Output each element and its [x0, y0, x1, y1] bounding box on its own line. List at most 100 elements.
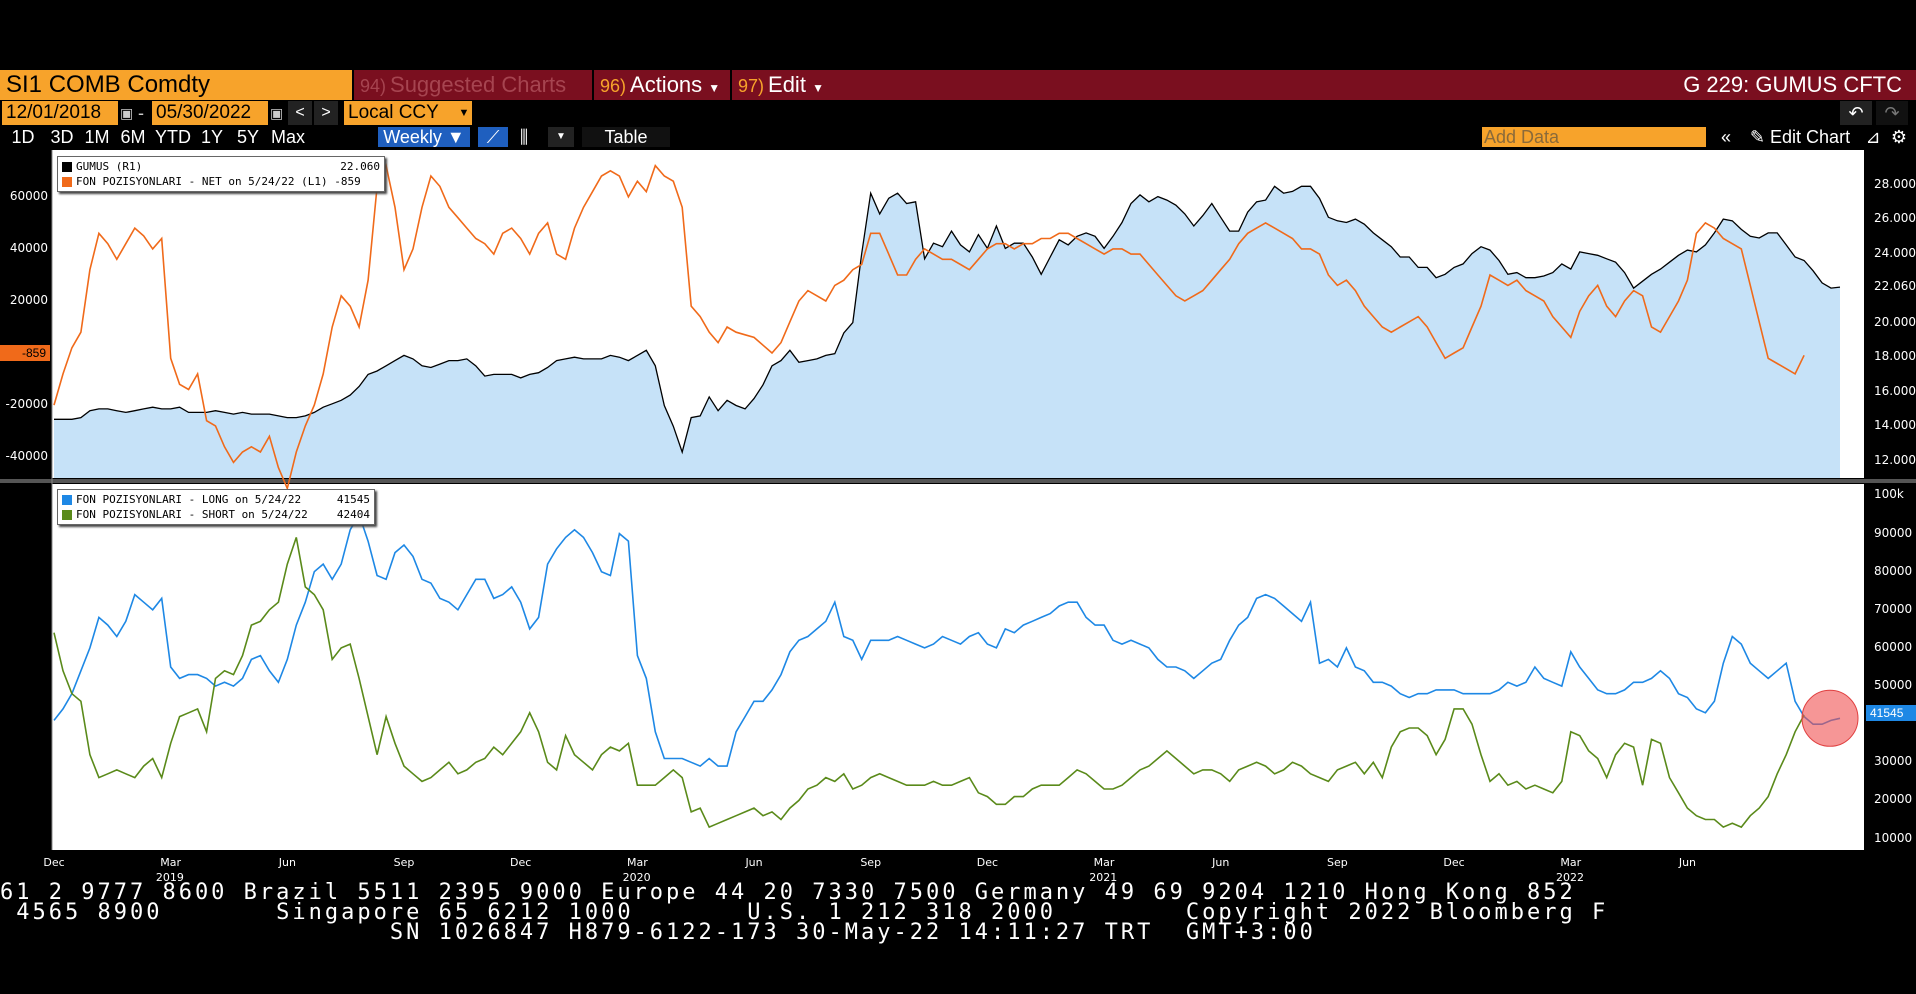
add-data-input[interactable]: Add Data — [1482, 127, 1706, 147]
x-axis-month-tick: Dec — [510, 856, 532, 869]
net-axis-tick: 40000 — [9, 240, 48, 255]
x-axis-month-tick: Dec — [1443, 856, 1465, 869]
legend-label: FON POZISYONLARI - LONG on 5/24/22 — [76, 493, 302, 506]
actions-number: 96) — [600, 76, 627, 96]
legend-label: FON POZISYONLARI - NET on 5/24/22 (L1) — [76, 175, 328, 188]
x-axis-month-tick: Sep — [1327, 856, 1348, 869]
legend-swatch — [62, 494, 72, 505]
positions-axis-tick: 20000 — [1874, 792, 1913, 807]
chevron-down-icon[interactable]: ▼ — [456, 101, 472, 125]
x-axis-month-tick: Jun — [278, 856, 296, 869]
price-axis-tick: 18.000 — [1874, 349, 1916, 364]
frequency-select[interactable]: Weekly ▼ — [378, 127, 470, 147]
crosshair-highlight-marker — [1801, 689, 1859, 747]
price-axis-tick: 12.000 — [1874, 452, 1916, 467]
actions-menu-button[interactable]: 96) Actions ▼ — [592, 70, 728, 100]
edit-menu-button[interactable]: 97) Edit ▼ — [730, 70, 836, 100]
table-button[interactable]: Table — [582, 127, 670, 147]
actions-label: Actions — [630, 72, 703, 97]
candlestick-icon[interactable]: ⫼ — [519, 127, 529, 147]
panel-divider[interactable] — [0, 479, 1916, 483]
pencil-icon: ✎ — [1749, 127, 1766, 147]
x-axis-month-tick: Sep — [860, 856, 882, 869]
next-period-button[interactable]: > — [314, 101, 338, 125]
x-axis-month-tick: Dec — [976, 856, 999, 869]
x-axis-month-tick: Mar — [626, 856, 648, 869]
range-button-1d[interactable]: 1D — [11, 127, 35, 147]
calendar-icon[interactable]: ▣ — [270, 105, 284, 121]
net-axis-tick: 20000 — [9, 292, 48, 307]
legend-swatch — [62, 176, 72, 187]
previous-period-button[interactable]: < — [288, 101, 312, 125]
x-axis-month-tick: Mar — [1560, 856, 1582, 869]
date-separator: - — [138, 103, 144, 123]
line-chart-icon[interactable]: ⟋ — [478, 127, 508, 147]
net-axis-tick: 60000 — [9, 188, 48, 203]
long-series-line — [53, 512, 1841, 768]
suggested-charts-label: Suggested Charts — [390, 72, 567, 97]
positions-axis-tick: 100k — [1874, 487, 1904, 502]
legend-swatch — [62, 509, 72, 520]
legend-entry: FON POZISYONLARI - LONG on 5/24/22 41545 — [62, 492, 370, 507]
range-button-3d[interactable]: 3D — [50, 127, 74, 147]
start-date-field[interactable]: 12/01/2018 — [2, 101, 118, 125]
edit-label: Edit — [768, 72, 806, 97]
positions-axis-tick: 70000 — [1874, 601, 1913, 616]
x-axis-month-tick: Mar — [1093, 856, 1115, 869]
x-axis-month-tick: Jun — [1212, 856, 1230, 869]
end-date-field[interactable]: 05/30/2022 — [152, 101, 268, 125]
x-axis-month-tick: Jun — [745, 856, 763, 869]
legend-entry: FON POZISYONLARI - SHORT on 5/24/22 42404 — [62, 507, 370, 522]
positions-axis-tick: 30000 — [1874, 754, 1913, 769]
lower-legend: FON POZISYONLARI - LONG on 5/24/22 41545 … — [57, 489, 375, 525]
suggested-charts-button[interactable]: 94) Suggested Charts — [352, 70, 592, 100]
positions-axis-tick: 60000 — [1874, 639, 1913, 654]
security-ticker-field[interactable]: SI1 COMB Comdty — [0, 70, 352, 100]
net-axis-tick: -40000 — [5, 449, 48, 464]
range-button-1y[interactable]: 1Y — [200, 127, 224, 147]
range-button-max[interactable]: Max — [270, 127, 305, 147]
range-button-5y[interactable]: 5Y — [236, 127, 260, 147]
x-axis-year-tick: 2021 — [1089, 871, 1118, 884]
currency-select[interactable]: Local CCY — [344, 101, 456, 125]
price-axis-tick: 26.000 — [1874, 211, 1916, 226]
chevron-down-icon[interactable]: ▼ — [548, 127, 574, 147]
footer-session-line: SN 1026847 H879-6122-173 30-May-22 14:11… — [0, 920, 1316, 945]
net-last-value-marker: -859 — [0, 345, 50, 361]
edit-chart-label: Edit Chart — [1770, 127, 1851, 147]
positions-axis-tick: 80000 — [1874, 563, 1913, 578]
x-axis-month-tick: Jun — [1678, 856, 1697, 869]
chart-title: G 229: GUMUS CFTC — [1683, 72, 1902, 97]
lower-chart-panel — [52, 484, 1864, 850]
x-axis-month-tick: Mar — [160, 856, 182, 869]
edit-number: 97) — [738, 76, 765, 96]
range-button-1m[interactable]: 1M — [84, 127, 110, 147]
calendar-icon[interactable]: ▣ — [120, 105, 134, 121]
positions-axis-tick: 10000 — [1874, 830, 1913, 845]
gear-icon[interactable]: ⚙ — [1890, 127, 1908, 147]
footer-contact-line-2: 4565 8900 Singapore 65 6212 1000 U.S. 1 … — [0, 900, 1609, 925]
edit-chart-button[interactable]: ✎ Edit Chart — [1742, 127, 1858, 147]
price-axis-tick: 14.000 — [1874, 418, 1916, 433]
annotate-icon[interactable]: ⊿ — [1865, 127, 1881, 147]
redo-icon[interactable]: ↷ — [1876, 101, 1908, 125]
collapse-icon[interactable]: « — [1720, 127, 1731, 147]
upper-legend: GUMUS (R1) 22.060 FON POZISYONLARI - NET … — [57, 156, 385, 192]
legend-value: 41545 — [336, 493, 370, 506]
range-button-ytd[interactable]: YTD — [155, 127, 191, 147]
legend-label: GUMUS (R1) — [76, 160, 143, 173]
legend-label: FON POZISYONLARI - SHORT on 5/24/22 — [76, 508, 308, 521]
long-last-value-marker: 41545 — [1866, 705, 1916, 721]
undo-icon[interactable]: ↶ — [1840, 101, 1872, 125]
legend-value: -859 — [334, 175, 361, 188]
x-axis-year-tick: 2020 — [622, 871, 651, 884]
legend-swatch — [62, 161, 72, 172]
legend-value: 42404 — [336, 508, 370, 521]
range-button-6m[interactable]: 6M — [120, 127, 146, 147]
legend-entry: GUMUS (R1) 22.060 — [62, 159, 380, 174]
x-axis-month-tick: Sep — [393, 856, 415, 869]
price-axis-tick: 22.060 — [1874, 279, 1916, 294]
x-axis-year-tick: 2022 — [1555, 871, 1584, 884]
price-axis-tick: 16.000 — [1874, 383, 1916, 398]
